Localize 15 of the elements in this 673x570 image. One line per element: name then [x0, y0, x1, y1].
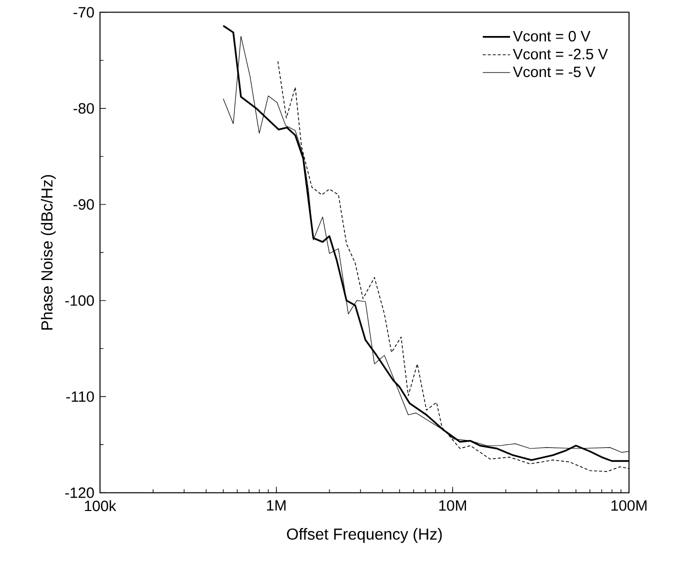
y-tick-label: -110 [66, 391, 94, 402]
x-tick-label: 1M [267, 500, 286, 510]
y-tick-label: -100 [65, 295, 94, 306]
legend-label: Vcont = -2.5 V [512, 48, 608, 60]
y-tick-label: -120 [65, 487, 94, 498]
y-tick-label: -80 [74, 103, 94, 114]
y-tick-label: -70 [74, 7, 94, 18]
x-tick-label: 100M [611, 500, 646, 511]
x-tick-label: 100k [84, 500, 116, 512]
y-axis-title: Phase Noise (dBc/Hz) [40, 175, 56, 330]
x-tick-label: 10M [439, 500, 466, 511]
y-tick-label: -90 [74, 199, 94, 210]
legend-label: Vcont = -5 V [512, 66, 596, 78]
legend-label: Vcont = 0 V [512, 30, 590, 42]
x-axis-title: Offset Frequency (Hz) [287, 528, 442, 543]
